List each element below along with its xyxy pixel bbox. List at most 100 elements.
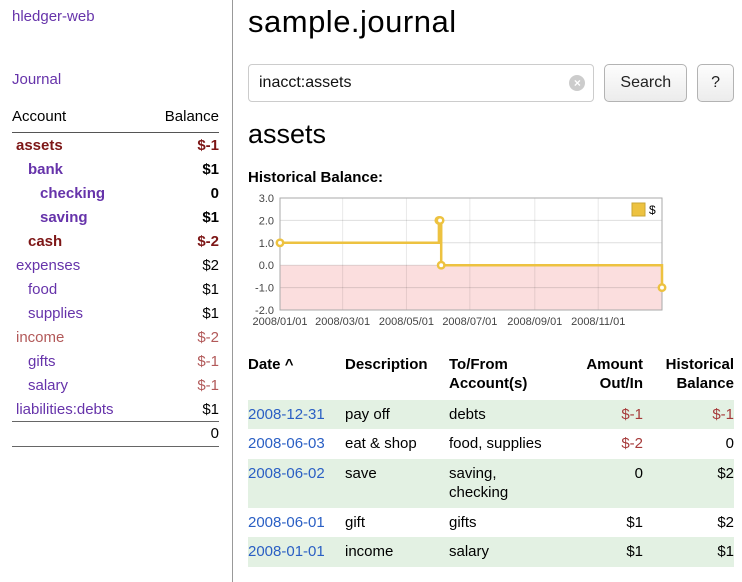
transaction-balance: $2 bbox=[717, 464, 734, 482]
legend-swatch-icon bbox=[631, 202, 646, 217]
transaction-date-cell: 2008-12-31 bbox=[248, 400, 345, 430]
data-point-marker bbox=[657, 283, 667, 293]
account-balance: $1 bbox=[202, 280, 219, 298]
account-link[interactable]: assets bbox=[16, 136, 63, 154]
account-link[interactable]: bank bbox=[28, 160, 64, 178]
account-link[interactable]: cash bbox=[28, 232, 63, 250]
transaction-date-cell: 2008-06-02 bbox=[248, 459, 345, 508]
app-title-link[interactable]: hledger-web bbox=[12, 8, 95, 25]
account-link[interactable]: gifts bbox=[28, 352, 56, 370]
transaction-amount: $-2 bbox=[621, 435, 643, 452]
account-row: gifts $-1 bbox=[12, 349, 219, 373]
transaction-amount: $1 bbox=[626, 513, 643, 531]
register-table-body: 2008-12-31 pay off debts $-1 $-1 2008-06-03 ea… bbox=[248, 399, 734, 567]
negative-region bbox=[280, 265, 662, 310]
register-header-amount: Amount Out/In bbox=[586, 356, 643, 392]
transaction-description: gift bbox=[345, 513, 366, 531]
help-button[interactable]: ? bbox=[697, 64, 734, 102]
transaction-date-link[interactable]: 2008-01-01 bbox=[248, 543, 325, 560]
data-point-marker bbox=[436, 260, 446, 270]
svg-text:2.0: 2.0 bbox=[259, 215, 274, 227]
transaction-date-link[interactable]: 2008-06-03 bbox=[248, 435, 325, 452]
account-link[interactable]: salary bbox=[28, 376, 69, 394]
account-row: liabilities:debts $1 bbox=[12, 397, 219, 422]
register-header-description: Description bbox=[345, 356, 428, 373]
transaction-accounts: debts bbox=[449, 405, 486, 423]
search-button[interactable]: Search bbox=[604, 64, 688, 102]
transaction-description: save bbox=[345, 464, 377, 482]
page-title: sample.journal bbox=[248, 4, 457, 39]
search-input[interactable] bbox=[248, 64, 595, 102]
account-row: supplies $1 bbox=[12, 301, 219, 325]
account-row: income $-2 bbox=[12, 325, 219, 349]
svg-text:1.0: 1.0 bbox=[259, 238, 274, 250]
account-link[interactable]: liabilities:debts bbox=[16, 400, 114, 418]
account-balance: $1 bbox=[202, 160, 219, 178]
transaction-date-link[interactable]: 2008-12-31 bbox=[248, 405, 325, 423]
transaction-accounts: saving, checking bbox=[449, 464, 509, 502]
account-link[interactable]: food bbox=[28, 280, 58, 298]
transaction-accounts: salary bbox=[449, 543, 490, 560]
register-header-balance: Historical Balance bbox=[665, 356, 734, 392]
account-link[interactable]: income bbox=[16, 328, 65, 346]
transaction-date-link[interactable]: 2008-06-02 bbox=[248, 464, 325, 482]
svg-text:2008/01/01: 2008/01/01 bbox=[252, 316, 307, 328]
account-heading: assets bbox=[248, 119, 327, 149]
transaction-accounts: gifts bbox=[449, 513, 477, 531]
clear-search-icon[interactable]: × bbox=[569, 75, 586, 91]
transaction-date-cell: 2008-06-03 bbox=[248, 429, 345, 459]
account-link[interactable]: saving bbox=[40, 208, 88, 226]
svg-text:2008/07/01: 2008/07/01 bbox=[442, 316, 497, 328]
transaction-row: 2008-06-01 gift gifts $1 $2 bbox=[248, 508, 734, 538]
transaction-date-link[interactable]: 2008-06-01 bbox=[248, 513, 325, 531]
account-row: bank $1 bbox=[12, 157, 219, 181]
svg-text:2008/03/01: 2008/03/01 bbox=[315, 316, 370, 328]
register-header-date[interactable]: Date ^ bbox=[248, 353, 345, 400]
legend-label: $ bbox=[649, 203, 656, 217]
transaction-date-cell: 2008-06-01 bbox=[248, 508, 345, 538]
account-balance: $1 bbox=[202, 208, 219, 226]
transaction-description: pay off bbox=[345, 405, 390, 423]
account-row: food $1 bbox=[12, 277, 219, 301]
transaction-balance: $1 bbox=[717, 543, 734, 560]
accounts-header-row: Account Balance bbox=[12, 104, 219, 133]
sort-ascending-icon: ^ bbox=[284, 356, 294, 373]
transaction-row: 2008-01-01 income salary $1 $1 bbox=[248, 537, 734, 567]
account-row: checking 0 bbox=[12, 181, 219, 205]
transaction-row: 2008-06-02 save saving, checking 0 $2 bbox=[248, 458, 734, 508]
account-link[interactable]: expenses bbox=[16, 256, 81, 274]
account-balance: $-2 bbox=[197, 232, 219, 250]
account-balance: $1 bbox=[202, 304, 219, 322]
accounts-header-balance: Balance bbox=[146, 104, 219, 133]
svg-text:-1.0: -1.0 bbox=[255, 283, 274, 295]
accounts-table-body: assets $-1 bank $1 checking 0 saving $1 cash $-2 e… bbox=[12, 133, 219, 422]
svg-text:-2.0: -2.0 bbox=[255, 305, 274, 317]
svg-text:2008/11/01: 2008/11/01 bbox=[571, 316, 625, 328]
account-row: expenses $2 bbox=[12, 253, 219, 277]
accounts-total-balance: 0 bbox=[146, 421, 219, 447]
accounts-table: Account Balance assets $-1 bank $1 checking 0… bbox=[12, 104, 219, 447]
transaction-amount: $1 bbox=[626, 543, 643, 560]
account-row: salary $-1 bbox=[12, 373, 219, 397]
chart-title: Historical Balance: bbox=[248, 169, 384, 186]
accounts-header-account: Account bbox=[12, 104, 147, 133]
svg-text:2008/09/01: 2008/09/01 bbox=[507, 316, 562, 328]
register-header-date-label: Date bbox=[248, 356, 281, 373]
account-balance: $-1 bbox=[197, 352, 219, 370]
transaction-accounts: food, supplies bbox=[449, 435, 542, 452]
transaction-date-cell: 2008-01-01 bbox=[248, 537, 345, 567]
main-content: sample.journal × Search ? assets Histori… bbox=[234, 0, 742, 567]
data-point-marker bbox=[435, 215, 445, 225]
account-link[interactable]: supplies bbox=[28, 304, 84, 322]
transaction-amount: 0 bbox=[634, 464, 643, 482]
transaction-row: 2008-12-31 pay off debts $-1 $-1 bbox=[248, 399, 734, 430]
account-link[interactable]: checking bbox=[40, 184, 106, 202]
account-row: saving $1 bbox=[12, 205, 219, 229]
sidebar-item-journal[interactable]: Journal bbox=[12, 71, 62, 88]
balance-chart: 3.0 2.0 1.0 0.0 -1.0 -2.0 2008/01/01 2008/03/01… bbox=[248, 191, 734, 339]
svg-text:3.0: 3.0 bbox=[259, 193, 274, 205]
account-row: assets $-1 bbox=[12, 133, 219, 158]
register-table: Date ^ Description To/From Account(s) Am… bbox=[248, 353, 734, 567]
account-balance: $-2 bbox=[197, 328, 219, 346]
search-box: × bbox=[248, 64, 595, 102]
